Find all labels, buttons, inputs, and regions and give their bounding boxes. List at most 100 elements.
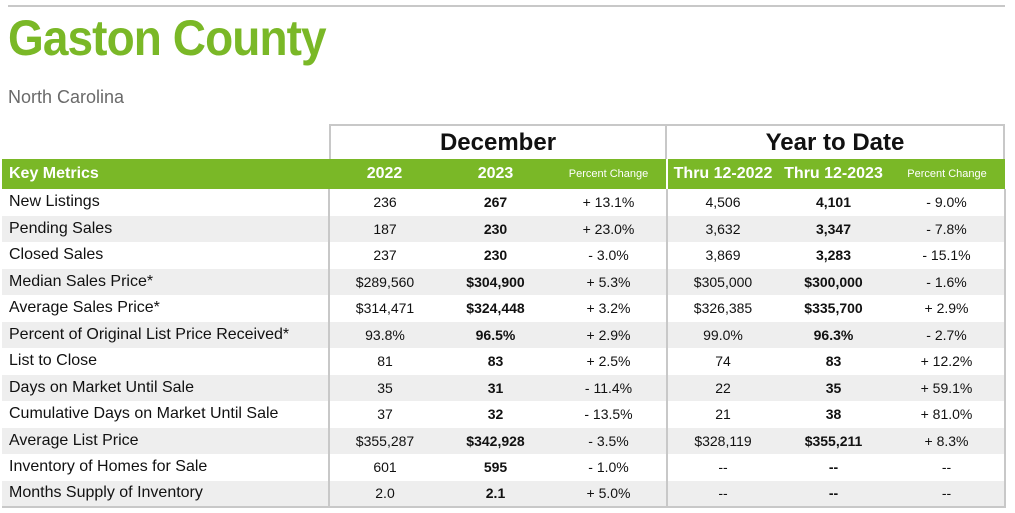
value-ytd-2023: -- (778, 480, 889, 508)
table-row: Average Sales Price* $314,471 $324,448 + 3.… (2, 295, 1006, 322)
value-ytd-2022: $326,385 (666, 295, 778, 322)
metric-name: Cumulative Days on Market Until Sale (9, 405, 279, 423)
metric-name: Months Supply of Inventory (2, 480, 329, 508)
percent-change-ytd: - 2.7% (889, 321, 1006, 348)
percent-change-december: + 5.3% (586, 273, 631, 290)
column-header-2023: 2023 (477, 165, 514, 182)
percent-change-ytd: + 81.0% (889, 401, 1006, 428)
percent-change-ytd: - 15.1% (889, 242, 1006, 269)
value-dec-2023: 267 (483, 194, 508, 211)
value-ytd-2022: 3,869 (666, 242, 778, 269)
value-ytd-2023: $300,000 (804, 273, 863, 290)
value-dec-2022: 237 (328, 242, 440, 269)
value-ytd-2023: $335,700 (804, 300, 863, 317)
value-dec-2023: 83 (487, 353, 504, 370)
metric-name: Pending Sales (9, 219, 113, 237)
table-row: Percent of Original List Price Received*… (2, 321, 1006, 348)
percent-change-december: + 5.0% (551, 480, 667, 508)
value-dec-2023: $304,900 (466, 273, 525, 290)
group-header-ytd: Year to Date (667, 124, 1005, 159)
percent-change-ytd: -- (889, 480, 1006, 508)
table-row: Days on Market Until Sale 35 31 - 11.4% 22 35… (2, 374, 1006, 401)
column-header-thru-12-2023: Thru 12-2023 (784, 165, 883, 182)
value-dec-2022: 37 (328, 401, 440, 428)
value-ytd-2023: 83 (825, 353, 842, 370)
table-row: List to Close 81 83 + 2.5% 74 83 + 12.2% (2, 348, 1006, 375)
percent-change-december: - 3.5% (588, 432, 629, 449)
metric-name: Closed Sales (9, 246, 104, 264)
key-metrics-table: Key Metrics 2022 2023 Percent Change Thr… (2, 159, 1006, 508)
value-ytd-2022: -- (666, 454, 778, 481)
percent-change-december: + 3.2% (586, 300, 631, 317)
value-dec-2022: 2.0 (328, 480, 440, 508)
value-dec-2022: 187 (328, 215, 440, 242)
table-header-row: Key Metrics 2022 2023 Percent Change Thr… (2, 159, 1005, 189)
percent-change-december: - 13.5% (584, 406, 633, 423)
value-dec-2023: 96.5% (475, 326, 516, 343)
percent-change-december: + 2.5% (586, 353, 631, 370)
value-ytd-2023: $355,211 (804, 432, 863, 449)
group-header-december: December (329, 124, 667, 159)
value-ytd-2023: -- (828, 459, 839, 476)
value-dec-2022: 601 (328, 454, 440, 481)
value-dec-2023: 230 (483, 247, 508, 264)
value-dec-2022: $289,560 (328, 268, 440, 295)
percent-change-ytd: -- (889, 454, 1006, 481)
value-dec-2022: $355,287 (328, 427, 440, 454)
table-row: Average List Price $355,287 $342,928 - 3.5%… (2, 427, 1006, 454)
metric-name: Median Sales Price* (9, 272, 154, 290)
table-row: Median Sales Price* $289,560 $304,900 + 5.3… (2, 268, 1006, 295)
percent-change-december: - 11.4% (584, 379, 633, 396)
metric-name: Inventory of Homes for Sale (9, 458, 208, 476)
metric-name: New Listings (9, 193, 100, 211)
value-ytd-2022: 3,632 (666, 215, 778, 242)
table-row: Inventory of Homes for Sale 601 595 - 1.0% -… (2, 454, 1006, 481)
table-row: New Listings 236 267 + 13.1% 4,506 4,101 - 9.0… (2, 189, 1006, 216)
page-subtitle: North Carolina (8, 87, 125, 107)
value-dec-2023: 595 (483, 459, 508, 476)
value-dec-2023: 31 (487, 379, 504, 396)
value-ytd-2023: 4,101 (815, 194, 852, 211)
percent-change-ytd: + 12.2% (889, 348, 1006, 375)
column-header-percent-change-december: Percent Change (568, 168, 649, 180)
table-row: Pending Sales 187 230 + 23.0% 3,632 3,347 - 7.… (2, 215, 1006, 242)
table-body: New Listings 236 267 + 13.1% 4,506 4,101 - 9.0… (2, 189, 1006, 508)
value-ytd-2023: 3,347 (815, 220, 852, 237)
value-dec-2022: 236 (328, 189, 440, 216)
value-dec-2023: 230 (483, 220, 508, 237)
value-ytd-2023: 96.3% (813, 326, 854, 343)
value-ytd-2022: $305,000 (666, 268, 778, 295)
metric-name: List to Close (9, 352, 98, 370)
percent-change-december: + 2.9% (586, 326, 631, 343)
value-ytd-2022: 22 (666, 374, 778, 401)
column-header-thru-12-2022: Thru 12-2022 (666, 159, 778, 189)
value-ytd-2022: 99.0% (666, 321, 778, 348)
table-row: Closed Sales 237 230 - 3.0% 3,869 3,283 - 15.1… (2, 242, 1006, 269)
page-title: Gaston County (8, 10, 327, 66)
percent-change-ytd: - 1.6% (889, 268, 1006, 295)
percent-change-december: + 23.0% (582, 220, 635, 237)
top-rule (8, 5, 1005, 7)
value-ytd-2022: $328,119 (666, 427, 778, 454)
value-dec-2022: 35 (328, 374, 440, 401)
value-ytd-2023: 35 (825, 379, 842, 396)
value-dec-2022: 93.8% (328, 321, 440, 348)
column-header-key-metrics: Key Metrics (9, 165, 99, 182)
percent-change-ytd: - 9.0% (889, 189, 1006, 216)
percent-change-december: + 13.1% (582, 194, 635, 211)
metric-name: Average List Price (9, 431, 139, 449)
value-ytd-2022: 4,506 (666, 189, 778, 216)
value-ytd-2022: -- (666, 480, 778, 508)
column-header-2022: 2022 (366, 165, 403, 182)
percent-change-ytd: + 2.9% (889, 295, 1006, 322)
value-dec-2023: $342,928 (466, 432, 525, 449)
value-dec-2022: $314,471 (328, 295, 440, 322)
column-header-percent-change-ytd: Percent Change (907, 168, 987, 180)
metric-name: Percent of Original List Price Received* (9, 325, 290, 343)
value-dec-2023: 2.1 (440, 480, 551, 508)
value-dec-2023: $324,448 (466, 300, 525, 317)
value-ytd-2023: 38 (825, 406, 842, 423)
metric-name: Days on Market Until Sale (9, 378, 194, 396)
value-dec-2023: 32 (487, 406, 504, 423)
percent-change-ytd: + 59.1% (889, 374, 1006, 401)
